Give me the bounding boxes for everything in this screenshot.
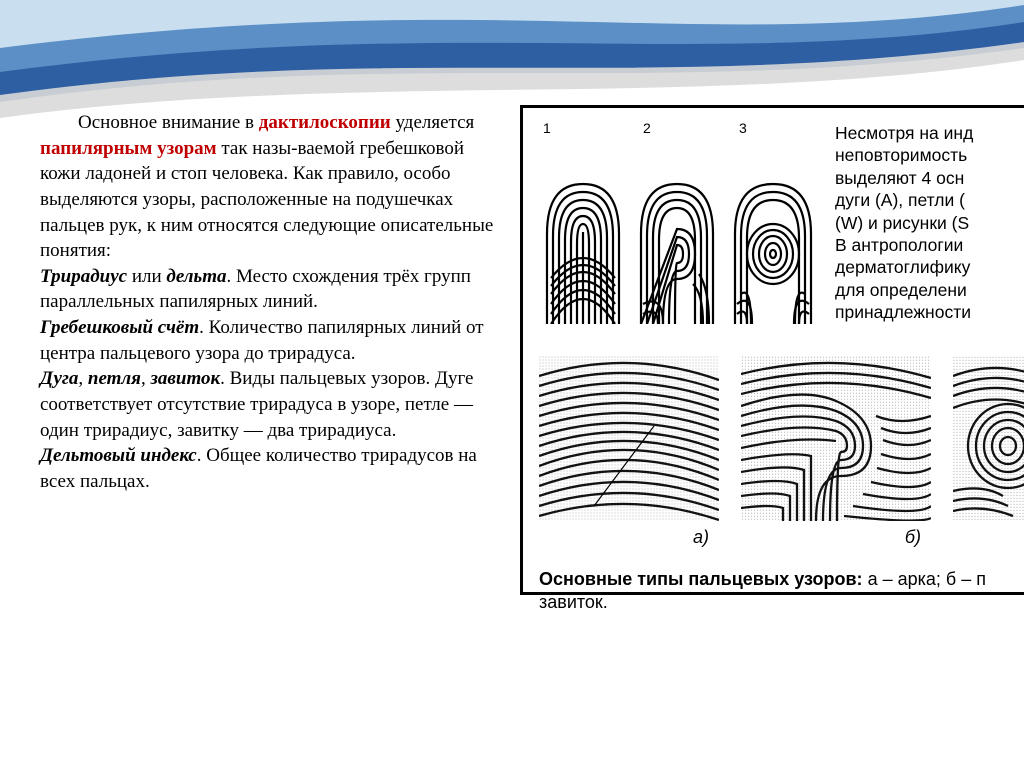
intro-red-1: дактилоскопии: [259, 112, 391, 133]
figure-side-text: Несмотря на инд неповторимость выделяют …: [831, 122, 1024, 324]
term-arc: Дуга: [40, 368, 78, 389]
fingerprint-schematic-whorl: [727, 174, 819, 324]
fingerprint-print-partial: [953, 356, 1024, 521]
intro-prefix: Основное внимание в: [78, 112, 259, 133]
term-triradius: Трирадиус: [40, 266, 127, 287]
term-delta-index: Дельтовый индекс: [40, 445, 197, 466]
print-label-a: а): [693, 527, 719, 548]
fingerprint-print-a: [539, 356, 719, 521]
figure-caption: Основные типы пальцевых узоров: а – арка…: [539, 568, 1024, 615]
intro-red-2: папилярным узорам: [40, 138, 217, 159]
term-delta: дельта: [166, 266, 226, 287]
fingerprint-schematic-arch: [539, 174, 627, 324]
schematic-fingerprints-row: 1 2 3: [539, 122, 819, 324]
term-ridgecount: Гребешковый счёт: [40, 317, 199, 338]
diagram-number-2: 2: [643, 120, 651, 136]
diagram-number-1: 1: [543, 120, 551, 136]
term-loop: петля: [88, 368, 141, 389]
figure-panel: 1 2 3: [520, 105, 1024, 595]
print-label-b: б): [905, 527, 931, 548]
decorative-wave-header: [0, 0, 1024, 120]
fingerprint-photos-row: а): [539, 356, 1024, 548]
fingerprint-schematic-loop: [633, 174, 721, 324]
diagram-number-3: 3: [739, 120, 747, 136]
intro-mid: уделяется: [391, 112, 475, 133]
term-whorl: завиток: [150, 368, 220, 389]
fingerprint-print-b: [741, 356, 931, 521]
body-text-block: Основное внимание в дактилоскопии уделяе…: [40, 110, 500, 495]
